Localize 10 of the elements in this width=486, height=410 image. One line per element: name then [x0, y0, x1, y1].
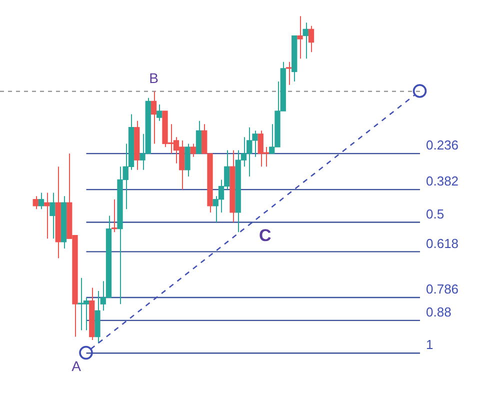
- text: 0.786: [426, 282, 459, 297]
- text: 1: [426, 337, 434, 352]
- text: A: [72, 358, 82, 374]
- text: 0.382: [426, 174, 459, 189]
- text: 0.5: [426, 206, 444, 222]
- annotation: B: [149, 70, 158, 86]
- text: 0.618: [426, 236, 459, 251]
- annotation: C: [258, 226, 272, 245]
- text: 0.236: [426, 138, 459, 153]
- text: 0.88: [426, 304, 452, 320]
